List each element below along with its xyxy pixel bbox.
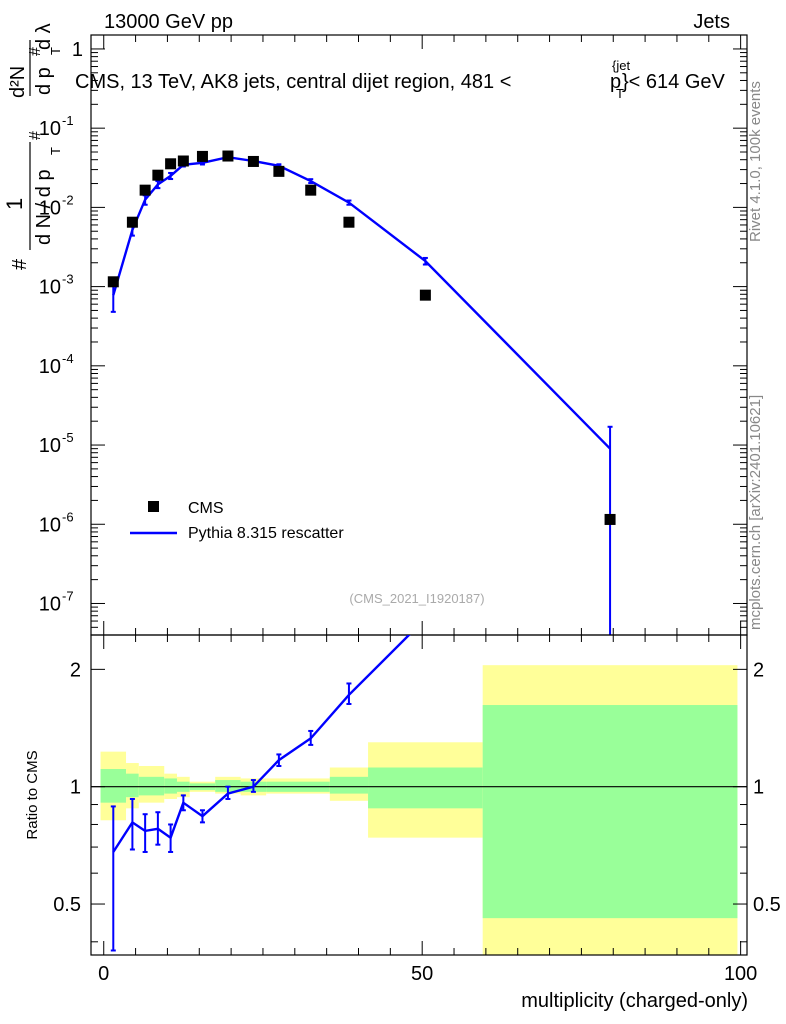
main-y-axis-label: # 1 d N / d p T # d²N d p T # d λ [2,23,63,270]
legend-label-cms: CMS [188,500,224,517]
ylabel-hash1: # [9,258,31,270]
analysis-watermark: (CMS_2021_I1920187) [349,591,484,606]
ylabel-hash2: # [27,131,44,140]
legend-marker-cms [148,501,159,512]
cms-data-point [419,289,431,301]
cms-data-point [247,155,259,167]
ylabel-dN: d N / d p [33,169,55,245]
main-y-tick-label-exponent: -1 [62,113,74,128]
plot-title-pt-sup: {jet [612,58,630,73]
main-frame [90,34,748,636]
plot-title: CMS, 13 TeV, AK8 jets, central dijet reg… [75,58,726,101]
cms-data-point [177,155,189,167]
cms-data-point [604,513,616,525]
ratio-y-tick-label-right: 2 [753,659,764,681]
mcplots-label: mcplots.cern.ch [arXiv:2401.10621] [747,395,764,630]
cms-data-point [222,150,234,162]
legend-label-pythia: Pythia 8.315 rescatter [188,525,344,542]
ylabel-dl: d λ [33,23,55,50]
main-y-tick-label-exponent: -2 [62,192,74,207]
ylabel-one: 1 [2,198,27,210]
main-panel: 10 -710 -610 -510 -410 -310 -210 -11 [39,34,748,636]
plot-title-end: }< 614 GeV [622,71,726,93]
pythia-line [112,155,611,450]
legend: CMS Pythia 8.315 rescatter [130,500,344,542]
cms-data-point [139,184,151,196]
ylabel-hash3: # [27,47,44,56]
uncertainty-band-inner [482,705,738,919]
ratio-y-axis-label: Ratio to CMS [24,750,41,839]
cms-data-point [165,158,177,170]
main-y-tick-label: 10 [39,435,61,457]
uncertainty-band-inner [164,778,177,794]
main-y-tick-label: 10 [39,118,61,140]
ylabel-d2N: d²N [7,66,29,98]
x-tick-label: 100 [724,963,757,985]
rivet-version-label: Rivet 4.1.0, 100k events [747,81,764,242]
main-y-tick-label-exponent: -5 [62,430,74,445]
main-y-tick-label: 10 [39,356,61,378]
main-y-tick-label: 10 [39,277,61,299]
cms-data-point [152,169,164,181]
cms-data-point [107,276,119,288]
main-y-tick-label-exponent: -6 [62,509,74,524]
uncertainty-band-inner [329,776,369,794]
uncertainty-band-inner [126,773,139,798]
main-y-tick-label-exponent: -7 [62,588,74,603]
ratio-bands [100,665,738,955]
cms-data-point [343,216,355,228]
x-tick-label: 50 [411,963,433,985]
plot-title-main: CMS, 13 TeV, AK8 jets, central dijet reg… [75,71,511,93]
main-y-tick-label: 10 [39,593,61,615]
ratio-y-tick-label-right: 1 [753,777,764,799]
cms-data-point [273,165,285,177]
x-axis-label: multiplicity (charged-only) [521,990,748,1012]
ratio-y-tick-label: 1 [70,777,81,799]
main-y-tick-label-exponent: -3 [62,272,74,287]
uncertainty-band-inner [100,769,127,803]
ratio-panel: 0 50 100 0.5 0.5 1 1 2 2 [53,634,781,985]
x-tick-label: 0 [98,963,109,985]
main-y-tick-label: 1 [72,39,83,61]
main-clipped [107,150,616,635]
main-y-tick-label: 10 [39,197,61,219]
ratio-y-tick-label: 0.5 [53,894,81,916]
ratio-y-tick-label-right: 0.5 [753,894,781,916]
ratio-clipped [110,635,411,952]
ylabel-dp: d p [33,67,55,95]
plot-title-pt: p [610,71,621,93]
header-energy-label: 13000 GeV pp [104,11,233,33]
ratio-y-tick-label: 2 [70,659,81,681]
cms-data-point [126,216,138,228]
main-y-tick-label: 10 [39,514,61,536]
header-category-label: Jets [693,11,730,33]
cms-data-point [196,150,208,162]
uncertainty-band-inner [368,767,483,809]
plot-title-pt-sub: T [616,86,624,101]
ratio-frame [90,634,748,956]
main-y-tick-label-exponent: -4 [62,351,74,366]
ylabel-T: T [48,147,63,155]
cms-data-point [305,184,317,196]
ylabel-T2: T [48,47,63,55]
